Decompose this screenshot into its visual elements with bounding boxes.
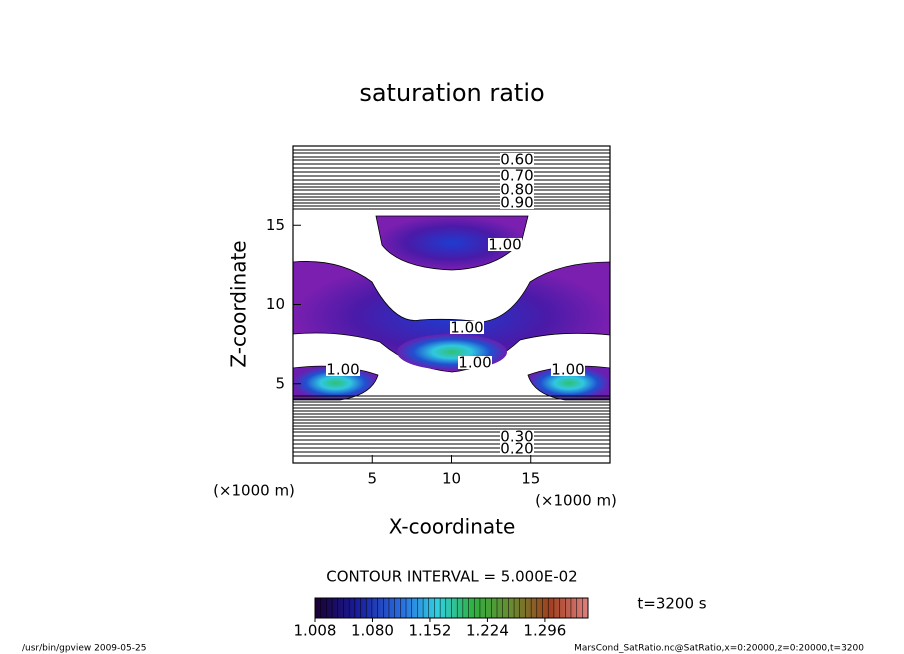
contour-label: 0.20	[500, 440, 533, 458]
label-bg	[500, 169, 534, 182]
contour-label: 0.30	[500, 428, 533, 446]
label-bg	[458, 356, 492, 369]
label-bg	[326, 363, 360, 376]
x-unit: (×1000 m)	[535, 492, 617, 510]
label-bg	[500, 442, 534, 455]
colorbar-tick-label: 1.296	[523, 622, 566, 640]
contour-label: 0.90	[500, 194, 533, 212]
y-tick-label: 15	[266, 216, 285, 234]
x-axis-label: X-coordinate	[389, 515, 516, 539]
colorbar-tick-label: 1.152	[408, 622, 451, 640]
contour-label: 1.00	[458, 354, 491, 372]
contour-label: 0.80	[500, 181, 533, 199]
contour-label: 0.70	[500, 167, 533, 185]
y-tick-label: 5	[275, 374, 285, 392]
contour-label: 1.00	[551, 361, 584, 379]
contour-label: 1.00	[450, 319, 483, 337]
label-bg	[450, 321, 484, 334]
label-bg	[500, 430, 534, 443]
y-axis-label: Z-coordinate	[227, 240, 251, 367]
colorbar-tick-label: 1.008	[294, 622, 337, 640]
y-tick-label: 10	[266, 295, 285, 313]
colorbar-tick-label: 1.080	[351, 622, 394, 640]
field	[293, 149, 610, 457]
contour-label: 1.00	[326, 361, 359, 379]
colorbar-tick-label: 1.224	[466, 622, 509, 640]
contour-label: 0.60	[500, 151, 533, 169]
y-unit: (×1000 m)	[213, 482, 295, 500]
label-bg	[500, 183, 534, 196]
label-bg	[500, 153, 534, 166]
x-tick-label: 15	[521, 470, 540, 488]
contour-interval: CONTOUR INTERVAL = 5.000E-02	[326, 568, 577, 586]
contour-label: 1.00	[488, 236, 521, 254]
x-tick-label: 5	[367, 470, 377, 488]
time-label: t=3200 s	[637, 595, 706, 613]
footer-left: /usr/bin/gpview 2009-05-25	[22, 644, 146, 654]
footer-right: MarsCond_SatRatio.nc@SatRatio,x=0:20000,…	[574, 644, 864, 654]
label-bg	[488, 238, 522, 251]
label-bg	[500, 196, 534, 209]
label-bg	[551, 363, 585, 376]
x-tick-label: 10	[442, 470, 461, 488]
chart-title: saturation ratio	[359, 79, 544, 107]
